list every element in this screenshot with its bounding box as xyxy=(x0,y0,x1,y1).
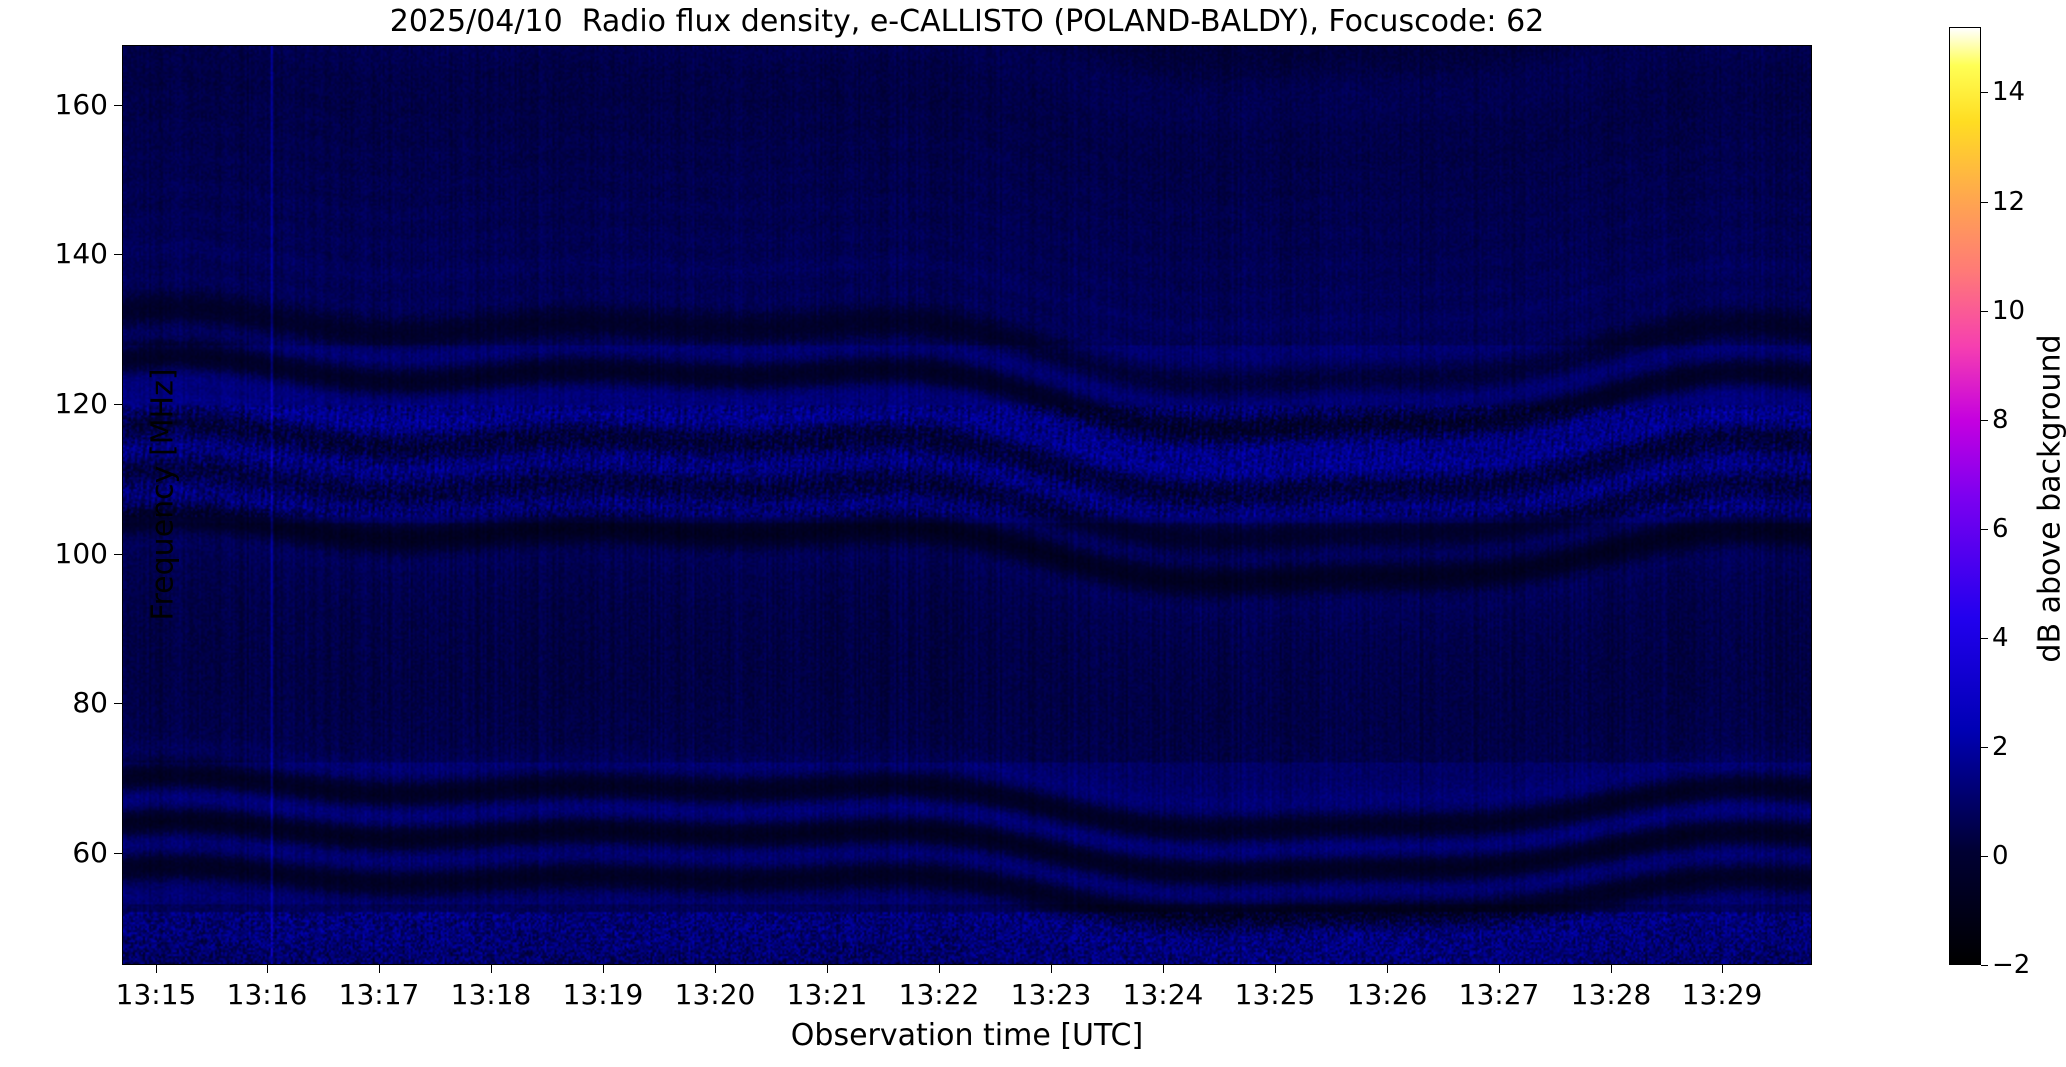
colorbar-label: dB above background xyxy=(2032,334,2066,663)
colorbar-tick-label: 8 xyxy=(1992,405,2009,435)
x-tick-mark xyxy=(827,965,828,973)
colorbar-tick-label: 0 xyxy=(1992,841,2009,871)
x-tick-label: 13:16 xyxy=(226,978,308,1011)
colorbar-tick-mark xyxy=(1981,311,1988,312)
colorbar xyxy=(1949,27,1981,965)
y-tick-mark xyxy=(114,404,122,405)
spectrogram-image xyxy=(123,46,1811,964)
x-tick-label: 13:24 xyxy=(1122,978,1204,1011)
x-tick-mark xyxy=(1499,965,1500,973)
x-tick-label: 13:15 xyxy=(115,978,197,1011)
colorbar-tick-mark xyxy=(1981,638,1988,639)
colorbar-tick-mark xyxy=(1981,965,1988,966)
x-tick-label: 13:23 xyxy=(1010,978,1092,1011)
spectrogram-axes xyxy=(122,45,1812,965)
x-tick-label: 13:27 xyxy=(1458,978,1540,1011)
y-tick-label: 140 xyxy=(54,237,108,270)
x-tick-label: 13:29 xyxy=(1681,978,1763,1011)
y-tick-mark xyxy=(114,554,122,555)
colorbar-tick-label: 12 xyxy=(1992,187,2026,217)
colorbar-tick-mark xyxy=(1981,92,1988,93)
y-axis-label: Frequency [MHz] xyxy=(145,368,181,621)
y-tick-label: 120 xyxy=(54,387,108,420)
colorbar-tick-label: 4 xyxy=(1992,623,2009,653)
y-tick-mark xyxy=(114,853,122,854)
x-tick-mark xyxy=(267,965,268,973)
x-tick-mark xyxy=(1163,965,1164,973)
colorbar-gradient xyxy=(1950,28,1980,964)
x-tick-mark xyxy=(1051,965,1052,973)
y-tick-mark xyxy=(114,254,122,255)
colorbar-tick-mark xyxy=(1981,202,1988,203)
y-tick-label: 160 xyxy=(54,88,108,121)
x-tick-label: 13:28 xyxy=(1570,978,1652,1011)
y-tick-label: 60 xyxy=(72,836,108,869)
colorbar-tick-mark xyxy=(1981,747,1988,748)
x-axis-label: Observation time [UTC] xyxy=(790,1018,1144,1053)
colorbar-tick-mark xyxy=(1981,420,1988,421)
x-tick-mark xyxy=(1275,965,1276,973)
x-tick-mark xyxy=(603,965,604,973)
colorbar-tick-label: 14 xyxy=(1992,77,2026,107)
colorbar-tick-mark xyxy=(1981,856,1988,857)
x-tick-mark xyxy=(1722,965,1723,973)
x-tick-label: 13:21 xyxy=(786,978,868,1011)
x-tick-label: 13:26 xyxy=(1346,978,1428,1011)
x-tick-mark xyxy=(715,965,716,973)
colorbar-tick-mark xyxy=(1981,529,1988,530)
x-tick-label: 13:22 xyxy=(898,978,980,1011)
y-tick-mark xyxy=(114,703,122,704)
x-tick-label: 13:25 xyxy=(1234,978,1316,1011)
figure-title: 2025/04/10 Radio flux density, e-CALLIST… xyxy=(389,4,1545,39)
x-tick-label: 13:19 xyxy=(562,978,644,1011)
x-tick-mark xyxy=(491,965,492,973)
y-tick-mark xyxy=(114,105,122,106)
x-tick-mark xyxy=(939,965,940,973)
x-tick-mark xyxy=(156,965,157,973)
x-tick-label: 13:20 xyxy=(674,978,756,1011)
colorbar-tick-label: −2 xyxy=(1992,950,2031,980)
x-tick-mark xyxy=(1611,965,1612,973)
x-tick-mark xyxy=(1387,965,1388,973)
colorbar-tick-label: 6 xyxy=(1992,514,2009,544)
x-tick-label: 13:18 xyxy=(450,978,532,1011)
y-tick-label: 100 xyxy=(54,537,108,570)
y-tick-label: 80 xyxy=(72,686,108,719)
colorbar-tick-label: 10 xyxy=(1992,296,2026,326)
colorbar-tick-label: 2 xyxy=(1992,732,2009,762)
x-tick-mark xyxy=(379,965,380,973)
x-tick-label: 13:17 xyxy=(338,978,420,1011)
